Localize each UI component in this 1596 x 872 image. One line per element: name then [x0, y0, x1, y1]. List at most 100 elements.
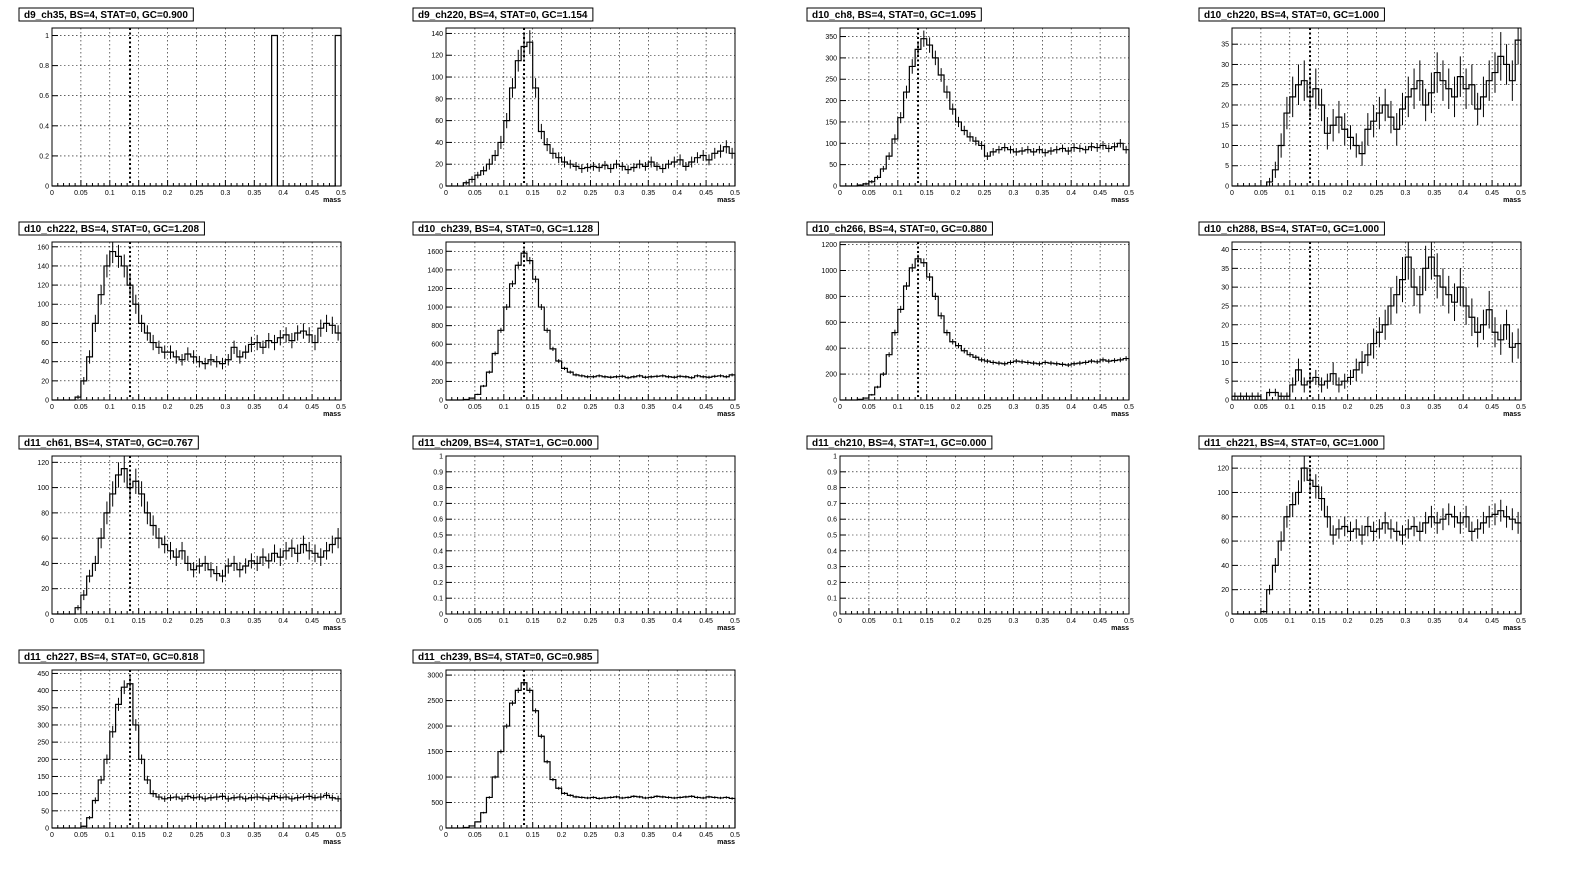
x-tick-label: 0.35	[247, 832, 261, 839]
x-tick-label: 0.05	[74, 404, 88, 411]
y-tick-label: 0	[439, 612, 443, 619]
x-tick-label: 0	[444, 832, 448, 839]
y-tick-label: 200	[825, 372, 837, 379]
x-tick-label: 0.5	[730, 190, 740, 197]
chart-title: d11_ch227, BS=4, STAT=0, GC=0.818	[24, 652, 199, 663]
y-tick-label: 1	[833, 454, 837, 461]
x-tick-label: 0.45	[1485, 190, 1499, 197]
y-tick-label: 0.7	[433, 501, 443, 508]
x-tick-label: 0.25	[584, 618, 598, 625]
y-tick-label: 0.4	[433, 548, 443, 555]
chart-title: d11_ch61, BS=4, STAT=0, GC=0.767	[24, 438, 193, 449]
y-tick-label: 40	[41, 359, 49, 366]
histogram-panel: 0 0.05 0.1 0.15 0.2 0.25 0.3 0.35 0.4 0.45 0.5 0 20 4…	[18, 435, 346, 632]
x-tick-label: 0.2	[1343, 404, 1353, 411]
y-tick-label: 0	[833, 398, 837, 405]
histogram-panel: 0 0.05 0.1 0.15 0.2 0.25 0.3 0.35 0.4 0.45 0.5 0 50 1…	[806, 7, 1134, 204]
grid	[446, 28, 735, 186]
y-tick-label: 200	[431, 379, 443, 386]
y-tick-label: 3000	[427, 673, 443, 680]
x-tick-label: 0.1	[499, 404, 509, 411]
x-tick-label: 0.2	[163, 618, 173, 625]
chart-title: d10_ch288, BS=4, STAT=0, GC=1.000	[1204, 224, 1379, 235]
x-tick-label: 0.15	[920, 404, 934, 411]
x-tick-label: 0.45	[305, 190, 319, 197]
grid	[840, 242, 1129, 400]
y-tick-label: 60	[41, 536, 49, 543]
y-tick-label: 0.3	[827, 564, 837, 571]
histogram-panel: 0 0.05 0.1 0.15 0.2 0.25 0.3 0.35 0.4 0.45 0.5 0 0.1…	[412, 435, 740, 632]
y-tick-label: 250	[37, 740, 49, 747]
x-tick-label: 0.1	[1285, 404, 1295, 411]
x-tick-label: 0.25	[584, 190, 598, 197]
x-tick-label: 0.3	[221, 190, 231, 197]
y-tick-label: 120	[37, 460, 49, 467]
y-tick-label: 200	[37, 757, 49, 764]
x-axis-label: mass	[717, 839, 735, 846]
y-tick-label: 5	[1225, 163, 1229, 170]
x-tick-label: 0.25	[190, 618, 204, 625]
x-tick-label: 0.2	[557, 190, 567, 197]
x-tick-label: 0.15	[132, 404, 146, 411]
y-tick-label: 0.5	[827, 533, 837, 540]
x-tick-label: 0.35	[1035, 618, 1049, 625]
grid	[446, 242, 735, 400]
x-tick-label: 0.3	[221, 832, 231, 839]
x-tick-label: 0.15	[132, 190, 146, 197]
y-tick-label: 0	[45, 184, 49, 191]
y-tick-label: 20	[1221, 587, 1229, 594]
y-tick-label: 40	[41, 561, 49, 568]
x-axis-label: mass	[1503, 625, 1521, 632]
x-tick-label: 0.1	[893, 190, 903, 197]
x-tick-label: 0.2	[163, 832, 173, 839]
y-tick-label: 0.4	[39, 123, 49, 130]
x-tick-label: 0.45	[305, 618, 319, 625]
chart-title-box	[1198, 7, 1385, 22]
y-tick-label: 50	[829, 162, 837, 169]
y-tick-label: 0	[439, 826, 443, 833]
histogram-panel: 0 0.05 0.1 0.15 0.2 0.25 0.3 0.35 0.4 0.45 0.5 0 500…	[412, 649, 740, 846]
y-tick-label: 0.9	[433, 469, 443, 476]
x-tick-label: 0.45	[305, 832, 319, 839]
y-tick-label: 350	[37, 705, 49, 712]
x-tick-label: 0.4	[672, 618, 682, 625]
y-tick-label: 500	[431, 800, 443, 807]
x-tick-label: 0	[838, 190, 842, 197]
x-tick-label: 0.05	[74, 832, 88, 839]
chart-title-box	[18, 7, 194, 22]
chart-title: d10_ch220, BS=4, STAT=0, GC=1.000	[1204, 10, 1379, 21]
x-tick-label: 0.45	[1093, 618, 1107, 625]
y-tick-label: 40	[1221, 563, 1229, 570]
y-tick-label: 1200	[427, 286, 443, 293]
histogram-panel: 0 0.05 0.1 0.15 0.2 0.25 0.3 0.35 0.4 0.45 0.5 0 0.2…	[18, 7, 346, 204]
x-tick-label: 0.4	[672, 832, 682, 839]
y-tick-label: 2500	[427, 698, 443, 705]
x-tick-label: 0.25	[584, 404, 598, 411]
y-tick-label: 60	[1221, 539, 1229, 546]
chart-title: d11_ch221, BS=4, STAT=0, GC=1.000	[1204, 438, 1379, 449]
plot-frame	[51, 669, 342, 829]
y-tick-label: 10	[1221, 143, 1229, 150]
x-tick-label: 0	[838, 618, 842, 625]
x-tick-label: 0	[50, 190, 54, 197]
x-tick-label: 0.1	[499, 618, 509, 625]
histogram-series	[446, 252, 736, 401]
x-tick-label: 0	[50, 618, 54, 625]
x-tick-label: 0.35	[1035, 190, 1049, 197]
grid	[840, 456, 1129, 614]
x-tick-label: 0.45	[1093, 404, 1107, 411]
y-tick-label: 150	[37, 774, 49, 781]
histogram-series	[840, 38, 1130, 187]
x-tick-label: 0.15	[132, 618, 146, 625]
y-tick-label: 100	[37, 791, 49, 798]
x-tick-label: 0.4	[1458, 618, 1468, 625]
y-tick-label: 120	[1217, 466, 1229, 473]
x-tick-label: 0.1	[499, 832, 509, 839]
y-tick-label: 20	[41, 586, 49, 593]
x-tick-label: 0.35	[1427, 190, 1441, 197]
y-tick-label: 800	[431, 323, 443, 330]
x-axis-label: mass	[1111, 197, 1129, 204]
x-tick-label: 0.5	[730, 618, 740, 625]
chart-title-box	[18, 649, 205, 664]
